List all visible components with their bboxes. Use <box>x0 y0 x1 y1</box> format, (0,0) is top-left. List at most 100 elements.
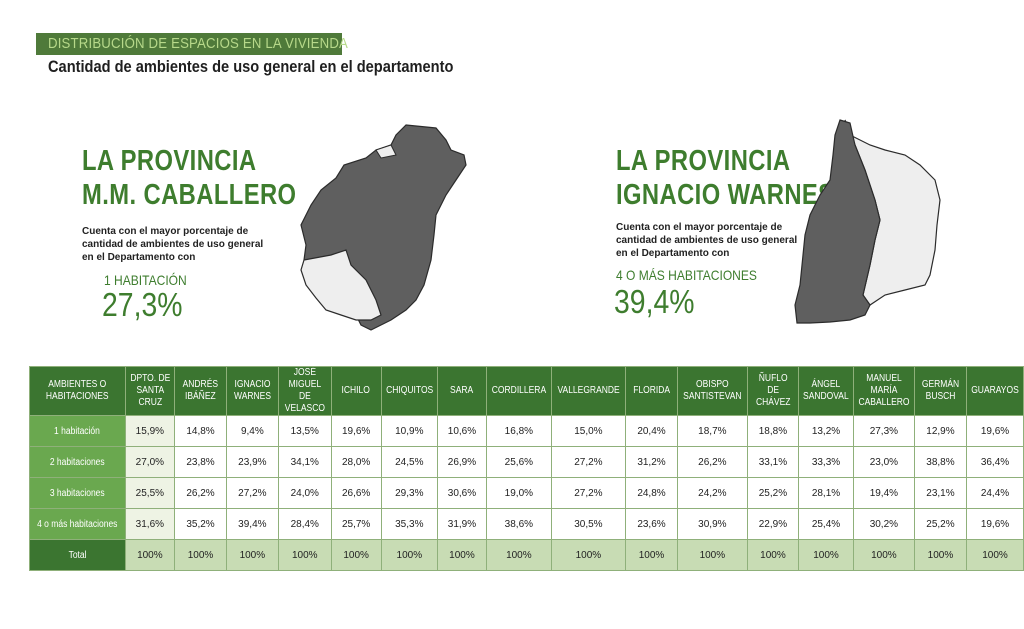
table-cell: 10,6% <box>437 415 487 447</box>
table-cell: 20,4% <box>625 415 678 447</box>
table-cell: 36,4% <box>966 446 1024 478</box>
table-cell: 35,3% <box>380 508 439 540</box>
table-header-cell: VALLEGRANDE <box>550 366 627 416</box>
table-cell: 18,8% <box>746 415 800 447</box>
table-header-cell: MANUEL MARÍA CABALLERO <box>852 366 915 416</box>
table-cell: 23,0% <box>852 446 915 478</box>
table-row: 1 habitación 15,9% 14,8% 9,4% 13,5% 19,6% 10,9… <box>29 415 1024 447</box>
table-cell: 100% <box>124 539 176 571</box>
table-cell: 100% <box>550 539 627 571</box>
table-cell: 100% <box>380 539 439 571</box>
table-cell: 100% <box>277 539 332 571</box>
table-cell: 23,1% <box>913 477 968 509</box>
table-cell: 30,9% <box>677 508 748 540</box>
table-cell: 15,0% <box>550 415 627 447</box>
table-header-cell: ANDRÉS IBÁÑEZ <box>174 366 227 416</box>
province-1-title-line1: LA PROVINCIA <box>82 145 257 177</box>
table-cell: 27,2% <box>550 446 627 478</box>
table-header-corner: AMBIENTES O HABITACIONES <box>29 366 126 416</box>
table-row: 3 habitaciones 25,5% 26,2% 27,2% 24,0% 26,6% 2… <box>29 477 1024 509</box>
table-header-cell: FLORIDA <box>625 366 678 416</box>
table-cell: 16,8% <box>485 415 552 447</box>
province-1-title-line2: M.M. CABALLERO <box>82 179 297 211</box>
table-cell: 30,5% <box>550 508 627 540</box>
table-cell: 24,5% <box>380 446 439 478</box>
table-cell: 31,2% <box>625 446 678 478</box>
table-cell: 100% <box>485 539 552 571</box>
table-cell: 13,5% <box>277 415 332 447</box>
table-cell: 24,0% <box>277 477 332 509</box>
table-header-cell: GERMÁN BUSCH <box>913 366 968 416</box>
table-header-cell: ICHILO <box>330 366 382 416</box>
table-cell: 34,1% <box>277 446 332 478</box>
province-2-title: LA PROVINCIA IGNACIO WARNES <box>616 144 834 212</box>
province-1-map-region-light <box>300 249 382 321</box>
table-cell: 26,9% <box>437 446 487 478</box>
table-cell: 28,1% <box>798 477 854 509</box>
table-cell: 12,9% <box>913 415 968 447</box>
table-row: 4 o más habitaciones 31,6% 35,2% 39,4% 28,4%… <box>29 508 1024 540</box>
province-1-description: Cuenta con el mayor porcentaje de cantid… <box>82 226 264 263</box>
table-header-cell: IGNACIO WARNES <box>225 366 279 416</box>
table-body: 1 habitación 15,9% 14,8% 9,4% 13,5% 19,6% 10,9… <box>29 415 1024 571</box>
table-cell: 100% <box>437 539 487 571</box>
table-cell: 19,0% <box>485 477 552 509</box>
table-cell: 24,8% <box>625 477 678 509</box>
table-cell: 30,2% <box>852 508 915 540</box>
table-header-cell: GUARAYOS <box>966 366 1024 416</box>
table-cell: 35,2% <box>174 508 227 540</box>
table-cell: 100% <box>225 539 279 571</box>
table-cell: 23,9% <box>225 446 279 478</box>
table-cell: 38,8% <box>913 446 968 478</box>
table-cell: 19,6% <box>966 415 1024 447</box>
table-cell: 100% <box>852 539 915 571</box>
table-header-cell: DPTO. DE SANTA CRUZ <box>124 366 176 416</box>
row-label: 3 habitaciones <box>29 477 126 509</box>
table-cell: 19,6% <box>330 415 382 447</box>
table-total-row: Total 100% 100% 100% 100% 100% 100% 100% 100% 100… <box>29 539 1024 571</box>
table-cell: 26,2% <box>174 477 227 509</box>
table-cell: 100% <box>913 539 968 571</box>
table-row: 2 habitaciones 27,0% 23,8% 23,9% 34,1% 28,0% 2… <box>29 446 1024 478</box>
table-cell: 24,2% <box>677 477 748 509</box>
province-1-metric-value: 27,3% <box>102 286 183 323</box>
table-header-cell: ÑUFLO DE CHÁVEZ <box>746 366 800 416</box>
province-2-metric-value: 39,4% <box>614 283 695 320</box>
table-cell: 28,4% <box>277 508 332 540</box>
province-1-map <box>300 124 467 331</box>
table-header-cell: CHIQUITOS <box>380 366 439 416</box>
table-cell: 26,6% <box>330 477 382 509</box>
table-header-cell: ÁNGEL SANDOVAL <box>798 366 854 416</box>
table-cell: 25,4% <box>798 508 854 540</box>
table-cell: 26,2% <box>677 446 748 478</box>
table-cell: 10,9% <box>380 415 439 447</box>
province-2-title-line1: LA PROVINCIA <box>616 145 791 177</box>
table-cell: 23,6% <box>625 508 678 540</box>
table-cell: 25,2% <box>913 508 968 540</box>
table-header-row: AMBIENTES O HABITACIONES DPTO. DE SANTA … <box>29 366 1024 416</box>
table-cell: 14,8% <box>174 415 227 447</box>
table-cell: 39,4% <box>225 508 279 540</box>
table-cell: 25,5% <box>124 477 176 509</box>
table-cell: 23,8% <box>174 446 227 478</box>
province-1-map-region-light-small <box>375 144 397 159</box>
row-label: 4 o más habitaciones <box>29 508 126 540</box>
table-header-cell: OBISPO SANTISTEVAN <box>677 366 748 416</box>
table-cell: 30,6% <box>437 477 487 509</box>
province-2-metric-label: 4 O MÁS HABITACIONES <box>616 267 757 283</box>
province-2-title-line2: IGNACIO WARNES <box>616 179 835 211</box>
table-cell: 33,1% <box>746 446 800 478</box>
table-cell: 100% <box>625 539 678 571</box>
row-label: 1 habitación <box>29 415 126 447</box>
table-cell: 25,7% <box>330 508 382 540</box>
table-header-cell: SARA <box>437 366 487 416</box>
table-cell: 100% <box>330 539 382 571</box>
table-cell: 19,4% <box>852 477 915 509</box>
table-cell: 24,4% <box>966 477 1024 509</box>
province-1-metric-label: 1 HABITACIÓN <box>104 272 187 288</box>
table-cell: 29,3% <box>380 477 439 509</box>
table-cell: 28,0% <box>330 446 382 478</box>
table-cell: 100% <box>798 539 854 571</box>
page-title: DISTRIBUCIÓN DE ESPACIOS EN LA VIVIENDA <box>48 35 349 52</box>
table-cell: 25,6% <box>485 446 552 478</box>
